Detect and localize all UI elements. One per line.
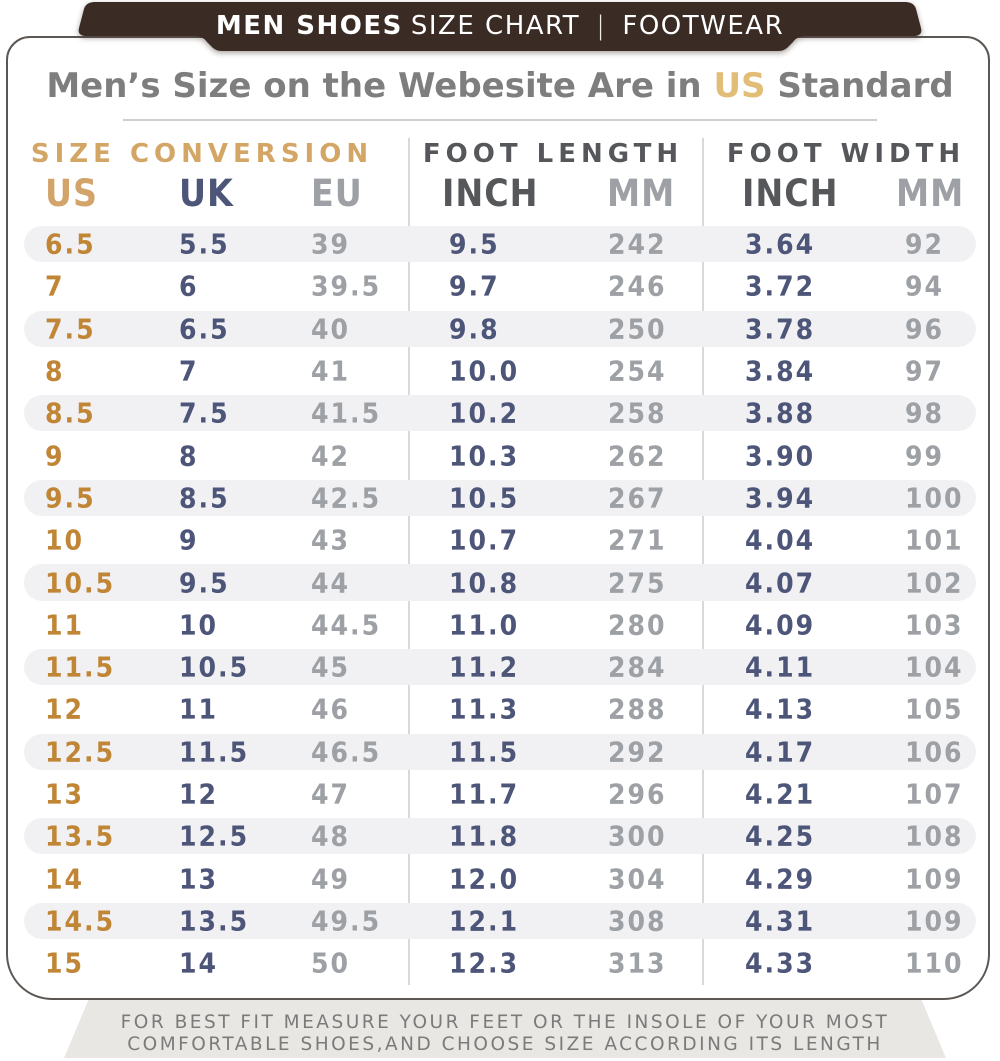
- banner-title: MEN SHOES SIZE CHART | FOOTWEAR: [0, 11, 1000, 41]
- banner-separator: |: [596, 11, 607, 41]
- footer-note-band: FOR BEST FIT MEASURE YOUR FEET OR THE IN…: [64, 995, 946, 1058]
- banner-subtitle: SIZE CHART: [410, 11, 581, 41]
- chart-card: [6, 36, 990, 1000]
- footer-note-line2: COMFORTABLE SHOES,AND CHOOSE SIZE ACCORD…: [127, 1034, 883, 1055]
- banner-ribbon: [78, 2, 922, 51]
- banner-brand: MEN SHOES: [215, 11, 403, 41]
- banner-category: FOOTWEAR: [622, 11, 785, 41]
- footer-note-line1: FOR BEST FIT MEASURE YOUR FEET OR THE IN…: [120, 1012, 890, 1033]
